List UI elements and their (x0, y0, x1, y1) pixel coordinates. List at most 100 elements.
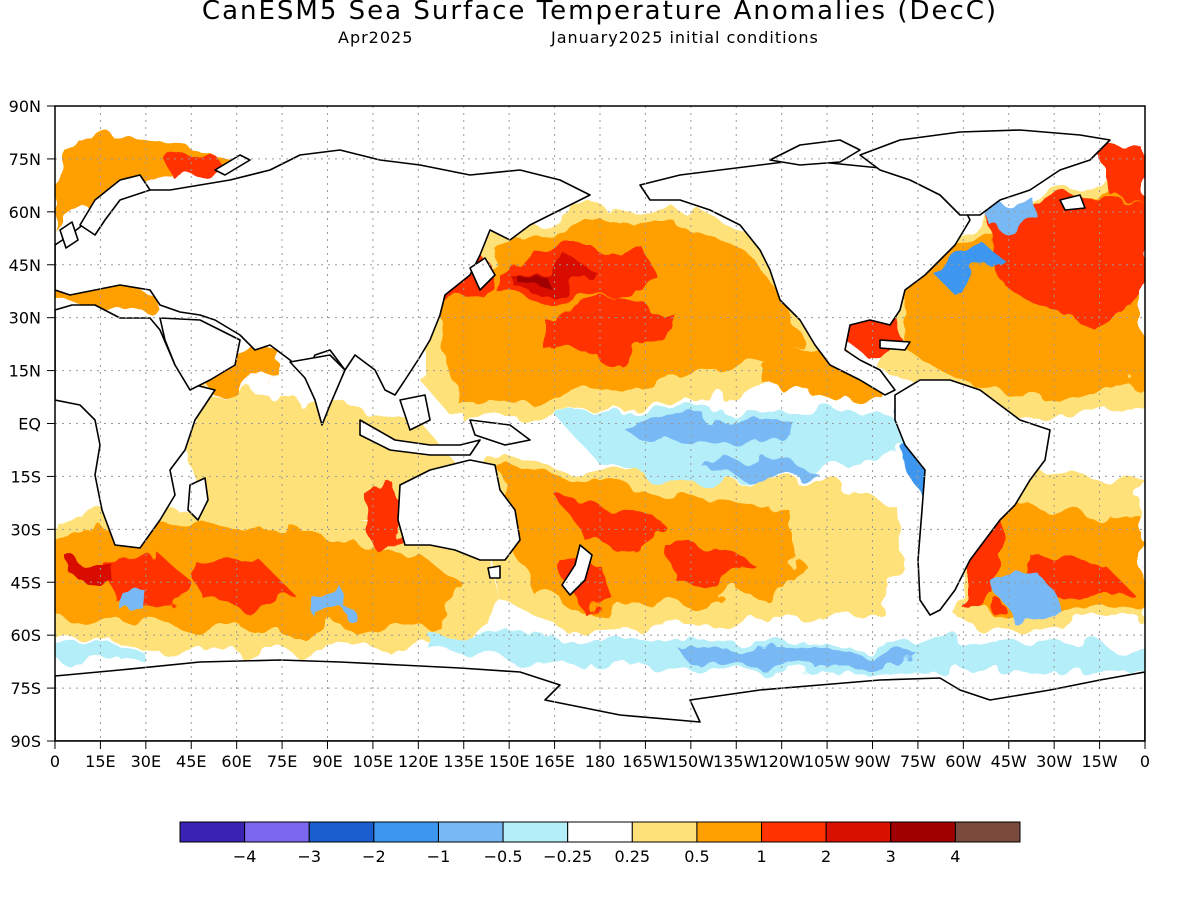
initial-conditions: January2025 initial conditions (551, 28, 819, 47)
lon-tick-label: 15W (1081, 752, 1117, 771)
iceland (1059, 194, 1086, 211)
lon-tick-label: 120W (758, 752, 805, 771)
north-pacific-red (515, 270, 545, 285)
lon-tick-label: 0 (1140, 752, 1150, 771)
colorbar (179, 821, 1021, 843)
lat-tick-label: 30N (9, 309, 41, 328)
novaya-zemlya (214, 154, 251, 176)
eurasia (55, 149, 591, 396)
colorbar-labels: −4 −3 −2 −1 −0.5 −0.25 0.25 0.5 1 2 3 4 (233, 847, 961, 866)
lon-tick-label: 180 (585, 752, 616, 771)
tasmania (487, 565, 501, 579)
lat-tick-label: 15S (10, 467, 41, 486)
lon-tick-label: 135E (443, 752, 484, 771)
colorbar-label: 3 (886, 847, 896, 866)
madagascar (187, 477, 209, 521)
lat-tick-label: 15N (9, 362, 41, 381)
new-guinea (469, 419, 531, 446)
south-pacific-core (560, 500, 660, 550)
lon-tick-label: 45W (991, 752, 1027, 771)
colorbar-label: −1 (427, 847, 451, 866)
continent-outlines (55, 129, 1145, 741)
scandinavia (79, 174, 151, 236)
lon-tick-label: 30E (131, 752, 161, 771)
labrador-cool (985, 195, 1040, 230)
japan (469, 257, 496, 291)
longitude-axis: 0 15E 30E 45E 60E 75E 90E 105E 120E 135E 150E 165E 1… (50, 741, 1150, 771)
equatorial-cool2 (700, 460, 820, 485)
arabian-sea-warm (205, 340, 285, 395)
lon-tick-label: 15E (85, 752, 115, 771)
lon-tick-label: 135W (713, 752, 760, 771)
lon-tick-label: 165E (534, 752, 575, 771)
colorbar-swatch (244, 821, 310, 843)
colorbar-label: −0.25 (543, 847, 592, 866)
colorbar-swatch (761, 821, 827, 843)
colorbar-swatch (890, 821, 956, 843)
cuba (879, 339, 911, 351)
lat-tick-label: 60N (9, 203, 41, 222)
new-zealand (561, 544, 593, 596)
colorbar-label: −4 (233, 847, 257, 866)
colorbar-label: −0.5 (484, 847, 523, 866)
lat-tick-label: 90S (10, 732, 41, 751)
colorbar-swatch (631, 821, 698, 843)
lon-tick-label: 0 (50, 752, 60, 771)
lon-tick-label: 150W (668, 752, 715, 771)
latitude-axis: 90N 75N 60N 45N 30N 15N EQ 15S 30S 45S 60S 75S 90S (9, 97, 55, 751)
lat-tick-label: EQ (18, 415, 41, 434)
lon-tick-label: 30W (1036, 752, 1072, 771)
india (289, 354, 346, 426)
graticule (55, 106, 1145, 741)
anomaly-field (55, 140, 1145, 675)
colorbar-label: 1 (756, 847, 766, 866)
south-america (894, 379, 1051, 616)
lat-tick-label: 75S (10, 679, 41, 698)
lat-tick-label: 75N (9, 150, 41, 169)
west-australia-warm (360, 485, 405, 550)
colorbar-swatch (373, 821, 439, 843)
north-pacific-core2 (545, 300, 670, 360)
south-atlantic-core (1030, 555, 1130, 600)
lat-tick-label: 60S (10, 626, 41, 645)
barents-core (165, 155, 230, 185)
north-pacific-max (510, 260, 600, 295)
north-atlantic-core (990, 195, 1145, 325)
lat-tick-label: 30S (10, 520, 41, 539)
colorbar-swatch (502, 821, 569, 843)
colorbar-label: −2 (362, 847, 386, 866)
south-pacific-core2 (660, 540, 760, 590)
equatorial-cool (620, 412, 790, 445)
southern-ocean-cool (680, 648, 920, 668)
gulf-stream-cool (930, 250, 1010, 290)
colorbar-label: −3 (297, 847, 321, 866)
colorbar-swatch (437, 821, 504, 843)
colorbar-label: 4 (950, 847, 960, 866)
southern-indian-core2 (200, 560, 290, 610)
colorbar-label: 0.25 (614, 847, 650, 866)
canadian-archipelago (769, 139, 861, 166)
map-title: CanESM5 Sea Surface Temperature Anomalie… (201, 0, 999, 26)
agulhas-cool (120, 585, 145, 612)
greenland-sea-warm (1100, 150, 1145, 200)
lat-tick-label: 90N (9, 97, 41, 116)
lon-tick-label: 105W (804, 752, 851, 771)
lon-tick-label: 150E (489, 752, 530, 771)
colorbar-swatch (696, 821, 763, 843)
greenland (859, 129, 1111, 216)
south-africa-max (75, 562, 112, 582)
colorbar-swatch (825, 821, 892, 843)
indian-cool (310, 590, 350, 618)
lat-tick-label: 45N (9, 256, 41, 275)
colorbar-label: 2 (821, 847, 831, 866)
colorbar-swatch (567, 821, 633, 843)
lon-tick-label: 75E (267, 752, 297, 771)
lon-tick-label: 105E (353, 752, 394, 771)
australia (397, 459, 521, 561)
lon-tick-label: 45E (176, 752, 206, 771)
lon-tick-label: 60W (945, 752, 981, 771)
colorbar-swatch (179, 821, 246, 843)
indonesia (359, 419, 481, 456)
borneo (399, 394, 431, 431)
